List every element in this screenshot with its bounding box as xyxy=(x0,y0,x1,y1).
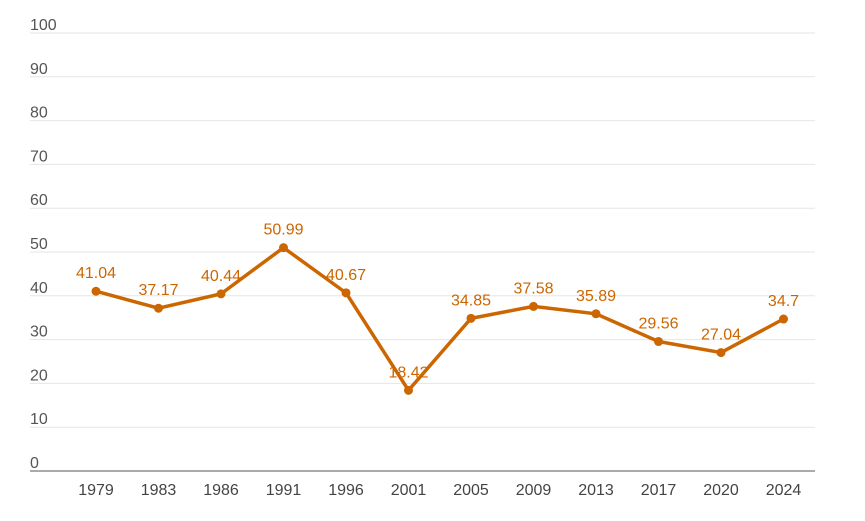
y-tick-label: 80 xyxy=(30,105,48,122)
x-tick-label: 2017 xyxy=(641,482,677,499)
data-label: 40.67 xyxy=(326,267,366,284)
data-point xyxy=(716,348,726,358)
data-point xyxy=(529,301,538,311)
data-point xyxy=(654,337,663,347)
data-labels-layer: 41.04 37.17 40.44 50.99 40.67 18.42 34.85 37.58… xyxy=(76,222,799,382)
data-label: 41.04 xyxy=(76,265,116,282)
y-tick-label: 60 xyxy=(30,192,48,209)
data-point xyxy=(279,243,288,253)
y-tick-label: 70 xyxy=(30,148,48,165)
x-tick-label: 2020 xyxy=(703,482,739,499)
data-label: 18.42 xyxy=(388,364,428,381)
y-tick-label: 90 xyxy=(30,61,48,78)
data-label: 29.56 xyxy=(638,316,678,333)
data-label: 34.85 xyxy=(451,292,491,309)
x-tick-label: 2005 xyxy=(453,482,489,499)
data-point xyxy=(404,385,413,395)
x-tick-label: 1991 xyxy=(266,482,302,499)
x-axis: 1979 1983 1986 1991 1996 2001 2005 2009 2013 2017… xyxy=(78,482,801,499)
x-tick-label: 1979 xyxy=(78,482,114,499)
data-label: 50.99 xyxy=(263,222,303,239)
x-tick-label: 1996 xyxy=(328,482,364,499)
data-label: 37.58 xyxy=(513,280,553,297)
y-axis: 0 10 20 30 40 50 60 70 80 90 100 xyxy=(30,17,57,472)
data-label: 37.17 xyxy=(138,282,178,299)
data-point xyxy=(779,314,788,324)
x-tick-label: 2009 xyxy=(516,482,552,499)
data-point xyxy=(466,313,476,323)
data-label: 27.04 xyxy=(701,327,741,344)
x-tick-label: 1986 xyxy=(203,482,239,499)
x-tick-label: 1983 xyxy=(141,482,177,499)
data-label: 40.44 xyxy=(201,268,241,285)
data-label: 34.7 xyxy=(768,293,799,310)
y-tick-label: 50 xyxy=(30,236,48,253)
data-point xyxy=(154,303,163,313)
x-tick-label: 2013 xyxy=(578,482,614,499)
y-tick-label: 10 xyxy=(30,411,48,428)
data-point xyxy=(341,288,351,298)
y-tick-label: 0 xyxy=(30,455,39,472)
series-layer xyxy=(91,243,788,395)
y-tick-label: 30 xyxy=(30,324,48,341)
data-label: 35.89 xyxy=(576,288,616,305)
y-tick-label: 20 xyxy=(30,367,48,384)
x-tick-label: 2024 xyxy=(766,482,802,499)
y-tick-label: 100 xyxy=(30,17,57,34)
data-point xyxy=(91,286,101,296)
data-point xyxy=(591,309,601,319)
y-tick-label: 40 xyxy=(30,280,48,297)
x-tick-label: 2001 xyxy=(391,482,427,499)
series-line xyxy=(94,245,786,393)
data-point xyxy=(216,289,226,299)
grid-layer xyxy=(30,32,815,428)
